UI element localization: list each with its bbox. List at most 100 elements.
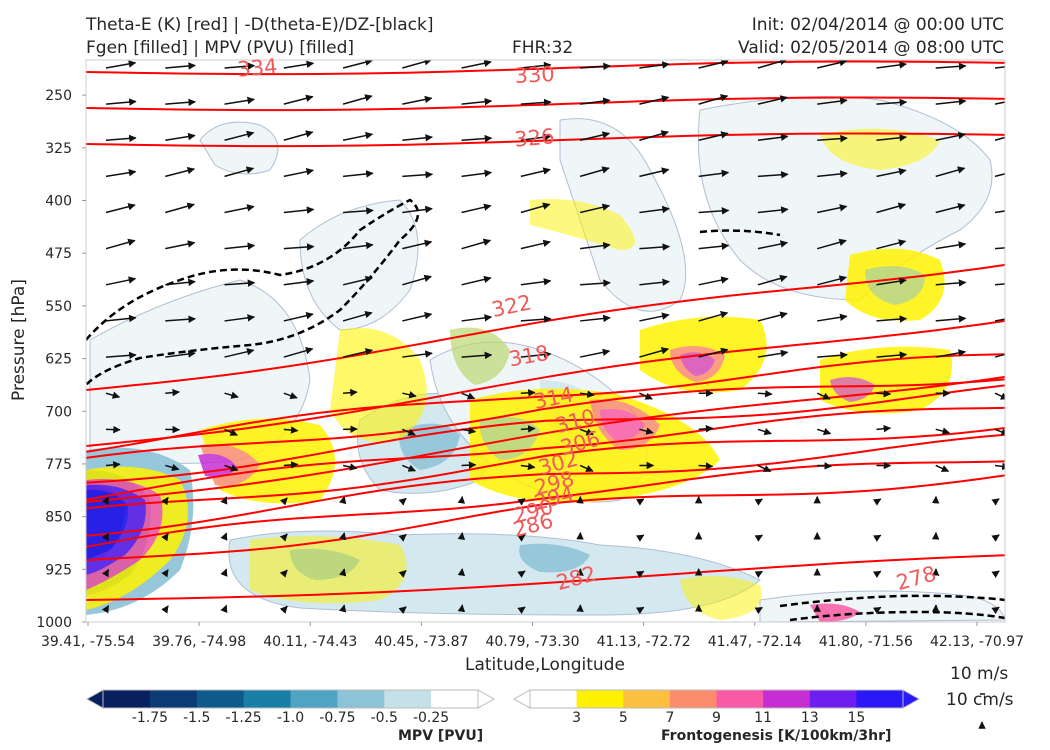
wind-vector — [105, 98, 137, 106]
wind-vector — [816, 392, 831, 400]
y-tick-label: 475 — [45, 246, 72, 262]
x-tick-label: 41.80, -71.56 — [819, 634, 913, 650]
wind-vector — [339, 495, 347, 505]
x-tick-label: 39.76, -74.98 — [152, 634, 246, 650]
wind-vector — [165, 202, 195, 214]
wind-vector — [161, 532, 169, 542]
fgen-colorbar: 3 5 7 9 11 13 15 — [512, 689, 921, 726]
x-tick-label: 42.13, -70.97 — [930, 634, 1024, 650]
wind-vector — [220, 532, 228, 541]
wind-vector — [342, 348, 374, 358]
colorbar-tick-label: -1.5 — [183, 710, 210, 726]
wind-vector — [338, 532, 347, 541]
wind-vector — [105, 134, 137, 143]
wind-vector — [165, 166, 196, 178]
wind-vector — [220, 604, 228, 614]
wind-vector — [402, 205, 433, 214]
wind-vector — [872, 570, 882, 579]
colorbar-swatch — [856, 690, 904, 708]
theta-e-label: 322 — [489, 290, 533, 322]
wind-vector — [224, 464, 239, 472]
wind-vector — [101, 532, 110, 542]
wind-vector — [105, 203, 136, 214]
wind-vector — [635, 534, 645, 542]
colorbar-swatch — [149, 690, 198, 708]
wind-vector — [342, 310, 373, 322]
wind-vector — [698, 347, 729, 358]
wind-vector — [342, 60, 373, 69]
theta-e-label: 330 — [514, 62, 555, 88]
wind-vector — [517, 570, 526, 578]
wind-vector — [817, 275, 847, 286]
wind-vector — [935, 166, 966, 178]
wind-vector — [635, 570, 645, 578]
wind-vector — [402, 239, 433, 250]
wind-vector — [816, 238, 847, 250]
wind-vector — [342, 170, 374, 178]
colorbar-swatch — [623, 690, 671, 708]
x-tick-label: 41.13, -72.72 — [597, 634, 691, 650]
wind-vector — [754, 534, 763, 542]
theta-e-contour — [86, 319, 1005, 447]
forecast-hour: FHR:32 — [512, 38, 574, 58]
wind-vector — [520, 278, 552, 286]
y-axis: 250 325 400 475 550 625 700 775 850 925 1000 — [36, 88, 86, 631]
wind-vector — [579, 166, 610, 178]
wind-vector — [105, 314, 137, 323]
colorbar-tick-label: 5 — [619, 710, 628, 726]
colorbar-swatch — [530, 690, 578, 708]
wind-vector — [876, 389, 892, 398]
wind-vector — [994, 247, 1005, 250]
wind-vector — [220, 496, 228, 505]
wind-vector — [580, 390, 595, 398]
wind-vector — [161, 496, 169, 506]
wind-vector — [757, 60, 788, 69]
wind-vector — [461, 461, 477, 469]
wind-vector — [935, 315, 967, 323]
wind-vector — [817, 462, 832, 470]
wind-vector — [343, 388, 358, 397]
wind-vector — [872, 498, 882, 506]
wind-vector — [165, 278, 196, 287]
wind-vector — [283, 392, 298, 400]
wind-vector — [224, 314, 256, 322]
x-tick-label: 39.41, -75.54 — [41, 634, 135, 650]
theta-e-label: 278 — [894, 561, 939, 595]
wind-vector — [935, 203, 966, 214]
colorbar-swatch — [196, 690, 245, 708]
wind-vector — [105, 276, 137, 286]
wind-vector — [757, 95, 788, 105]
wind-vector — [817, 204, 848, 214]
valid-time: Valid: 02/05/2014 @ 08:00 UTC — [738, 38, 1004, 58]
wind-vector — [161, 569, 169, 578]
wind-vector — [698, 311, 729, 322]
stability-contours — [86, 198, 1005, 622]
wind-vector — [402, 274, 432, 286]
wind-vector — [876, 202, 907, 214]
wind-vector — [698, 462, 714, 470]
horizontal-vector-reference: 10 m/s — [950, 664, 1009, 684]
wind-vector — [520, 425, 536, 433]
wind-vector — [457, 495, 466, 504]
colorbar-tick-label: -0.75 — [319, 710, 355, 726]
wind-vector — [342, 131, 374, 142]
wind-vector — [461, 392, 476, 400]
wind-vector — [283, 426, 299, 434]
wind-vector — [876, 277, 907, 286]
wind-vector — [991, 570, 1000, 578]
wind-vector — [224, 96, 255, 105]
wind-vector — [461, 134, 493, 143]
wind-vector — [520, 239, 551, 250]
colorbar-swatch — [669, 690, 717, 708]
wind-vector — [639, 61, 670, 69]
wind-vector — [698, 131, 729, 141]
colorbar-extend-arrow — [85, 689, 104, 709]
colorbar-swatch — [337, 690, 385, 708]
wind-vector — [520, 202, 551, 214]
y-axis-label: Pressure [hPa] — [9, 279, 29, 401]
colorbar-swatch — [763, 690, 811, 708]
wind-vector — [402, 311, 433, 322]
wind-vector — [342, 94, 373, 105]
wind-vector — [224, 279, 256, 287]
